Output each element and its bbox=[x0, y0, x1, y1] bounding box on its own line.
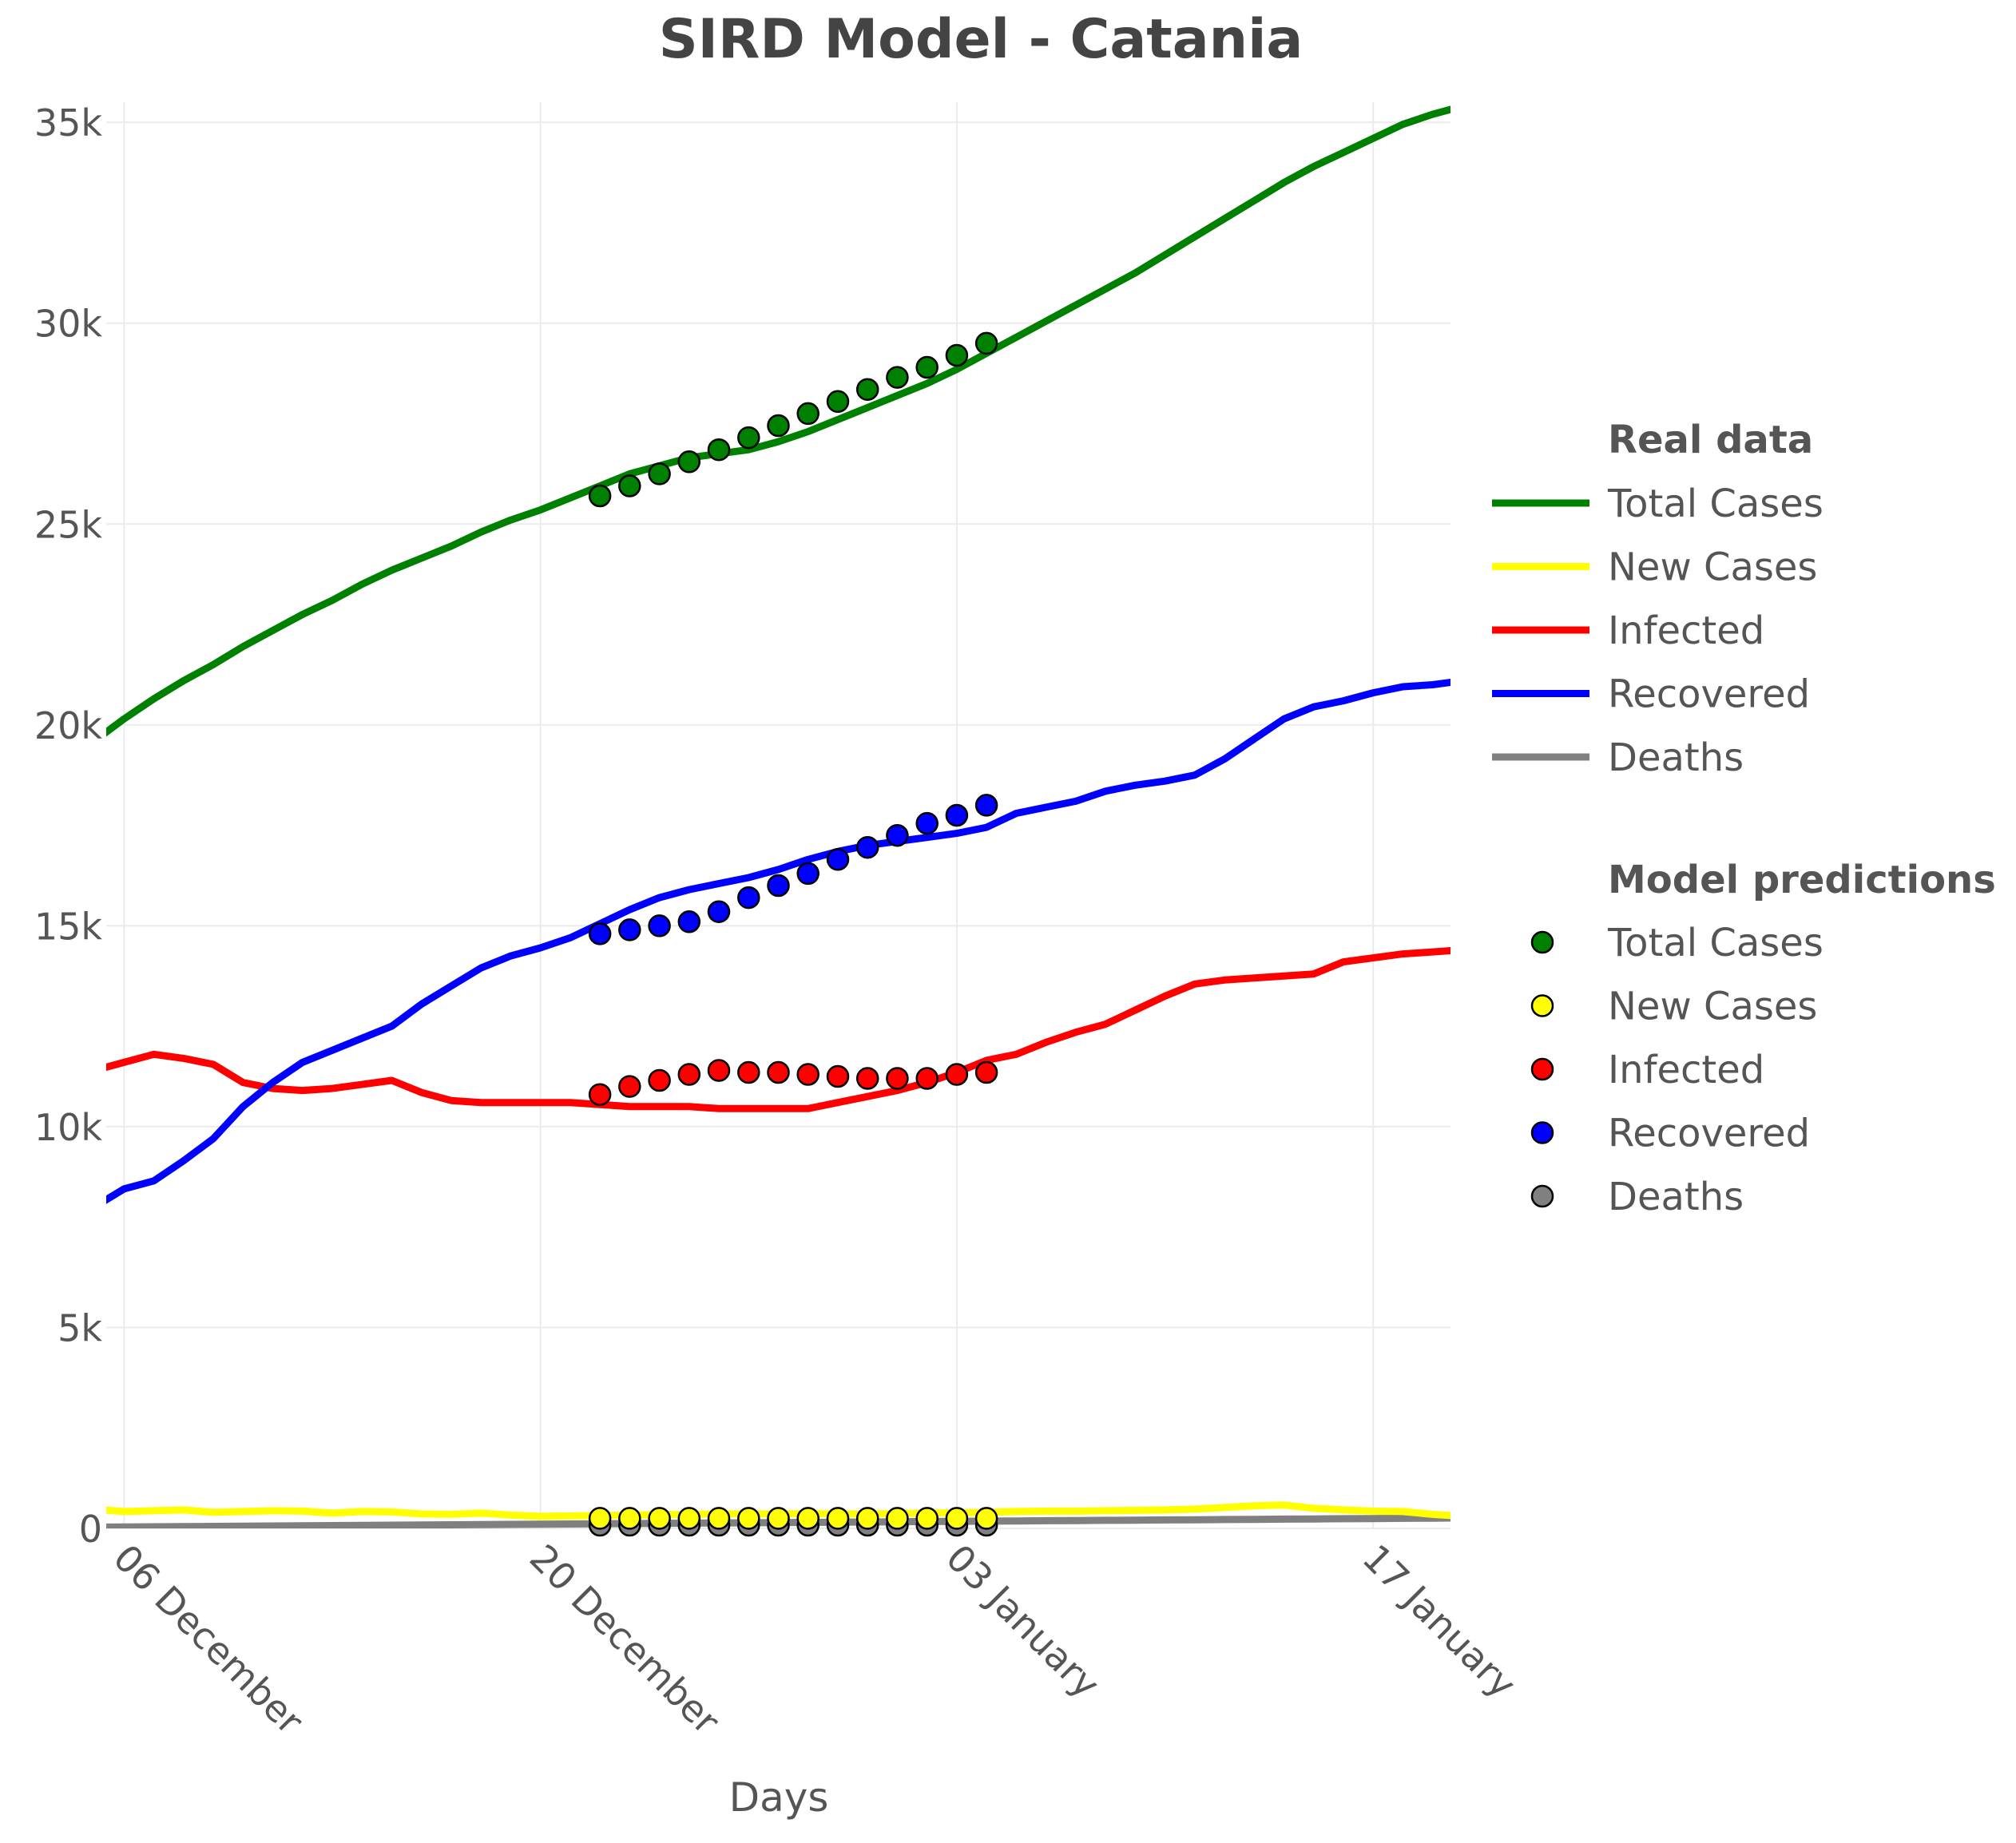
point-total-cases bbox=[974, 331, 998, 355]
point-new-cases bbox=[618, 1507, 641, 1530]
point-infected bbox=[974, 1060, 998, 1084]
point-infected bbox=[767, 1060, 790, 1084]
y-tick-label: 35k bbox=[34, 101, 103, 145]
point-infected bbox=[677, 1063, 701, 1086]
legend-swatch-model-infected[interactable] bbox=[1530, 1057, 1554, 1081]
legend-label-model-new-cases[interactable]: New Cases bbox=[1608, 985, 1817, 1029]
point-total-cases bbox=[855, 378, 879, 401]
legend-label-real-recovered[interactable]: Recovered bbox=[1608, 672, 1810, 717]
legend-label-model-deaths[interactable]: Deaths bbox=[1608, 1175, 1744, 1219]
point-total-cases bbox=[618, 474, 641, 497]
point-infected bbox=[588, 1083, 612, 1106]
point-total-cases bbox=[796, 402, 819, 426]
point-total-cases bbox=[648, 462, 671, 486]
model-prediction-points bbox=[588, 331, 998, 1537]
point-new-cases bbox=[796, 1507, 819, 1530]
legend-title-model-predictions: Model predictions bbox=[1608, 858, 1996, 902]
point-infected bbox=[648, 1068, 671, 1092]
point-recovered bbox=[767, 874, 790, 898]
point-total-cases bbox=[588, 484, 612, 508]
point-recovered bbox=[707, 900, 731, 923]
point-total-cases bbox=[767, 414, 790, 438]
point-new-cases bbox=[648, 1507, 671, 1530]
point-recovered bbox=[855, 835, 879, 859]
legend-swatch-model-recovered[interactable] bbox=[1530, 1121, 1554, 1144]
legend-label-real-deaths[interactable]: Deaths bbox=[1608, 735, 1744, 780]
point-new-cases bbox=[974, 1507, 998, 1530]
y-tick-label: 5k bbox=[58, 1306, 102, 1350]
point-new-cases bbox=[945, 1507, 969, 1530]
point-recovered bbox=[677, 910, 701, 933]
point-total-cases bbox=[945, 343, 969, 367]
legend-label-model-infected[interactable]: Infected bbox=[1608, 1048, 1764, 1092]
x-axis-title: Days bbox=[729, 1774, 829, 1821]
point-recovered bbox=[915, 811, 939, 835]
point-infected bbox=[618, 1075, 641, 1098]
point-total-cases bbox=[915, 355, 939, 379]
point-infected bbox=[945, 1063, 969, 1086]
line-infected bbox=[106, 947, 1450, 1112]
legend-swatch-model-deaths[interactable] bbox=[1530, 1184, 1554, 1208]
line-recovered bbox=[106, 678, 1450, 1204]
legend-label-real-infected[interactable]: Infected bbox=[1608, 608, 1764, 653]
point-recovered bbox=[826, 848, 850, 871]
y-tick-label: 20k bbox=[34, 704, 103, 747]
point-recovered bbox=[974, 794, 998, 817]
y-tick-label: 30k bbox=[34, 303, 103, 346]
point-new-cases bbox=[886, 1507, 909, 1530]
point-new-cases bbox=[588, 1507, 612, 1530]
point-total-cases bbox=[707, 438, 731, 462]
point-total-cases bbox=[886, 366, 909, 389]
point-infected bbox=[707, 1059, 731, 1082]
point-infected bbox=[826, 1064, 850, 1088]
point-infected bbox=[915, 1067, 939, 1090]
point-recovered bbox=[945, 803, 969, 827]
point-total-cases bbox=[737, 426, 760, 450]
point-recovered bbox=[588, 922, 612, 945]
legend-swatch-model-new-cases[interactable] bbox=[1530, 994, 1554, 1017]
point-new-cases bbox=[915, 1507, 939, 1530]
point-infected bbox=[886, 1067, 909, 1090]
legend-swatch-model-total-cases[interactable] bbox=[1530, 930, 1554, 954]
y-tick-label: 0 bbox=[79, 1508, 102, 1551]
point-new-cases bbox=[677, 1507, 701, 1530]
legend-label-real-new-cases[interactable]: New Cases bbox=[1608, 545, 1817, 590]
point-new-cases bbox=[855, 1507, 879, 1530]
point-recovered bbox=[648, 914, 671, 937]
legend[interactable]: Real data Total Cases New Cases Infected Rec… bbox=[1492, 418, 1996, 1219]
point-new-cases bbox=[767, 1507, 790, 1530]
legend-label-model-total-cases[interactable]: Total Cases bbox=[1607, 921, 1824, 965]
y-tick-label: 10k bbox=[34, 1106, 103, 1149]
point-new-cases bbox=[707, 1507, 731, 1530]
y-tick-label: 15k bbox=[34, 905, 103, 948]
point-recovered bbox=[886, 823, 909, 847]
line-total-cases bbox=[106, 105, 1450, 737]
point-new-cases bbox=[826, 1507, 850, 1530]
chart-title: SIRD Model - Catania bbox=[659, 8, 1304, 71]
legend-label-model-recovered[interactable]: Recovered bbox=[1608, 1112, 1810, 1156]
point-new-cases bbox=[737, 1507, 760, 1530]
legend-label-real-total-cases[interactable]: Total Cases bbox=[1607, 482, 1824, 526]
point-recovered bbox=[737, 886, 760, 910]
point-infected bbox=[855, 1067, 879, 1090]
point-infected bbox=[796, 1063, 819, 1086]
point-recovered bbox=[796, 862, 819, 886]
point-total-cases bbox=[677, 450, 701, 474]
legend-title-real-data: Real data bbox=[1608, 418, 1813, 462]
point-total-cases bbox=[826, 390, 850, 414]
point-infected bbox=[737, 1060, 760, 1084]
point-recovered bbox=[618, 918, 641, 941]
y-axis-ticks: 0 5k 10k 15k 20k 25k 30k 35k bbox=[34, 101, 103, 1551]
y-tick-label: 25k bbox=[34, 503, 103, 546]
